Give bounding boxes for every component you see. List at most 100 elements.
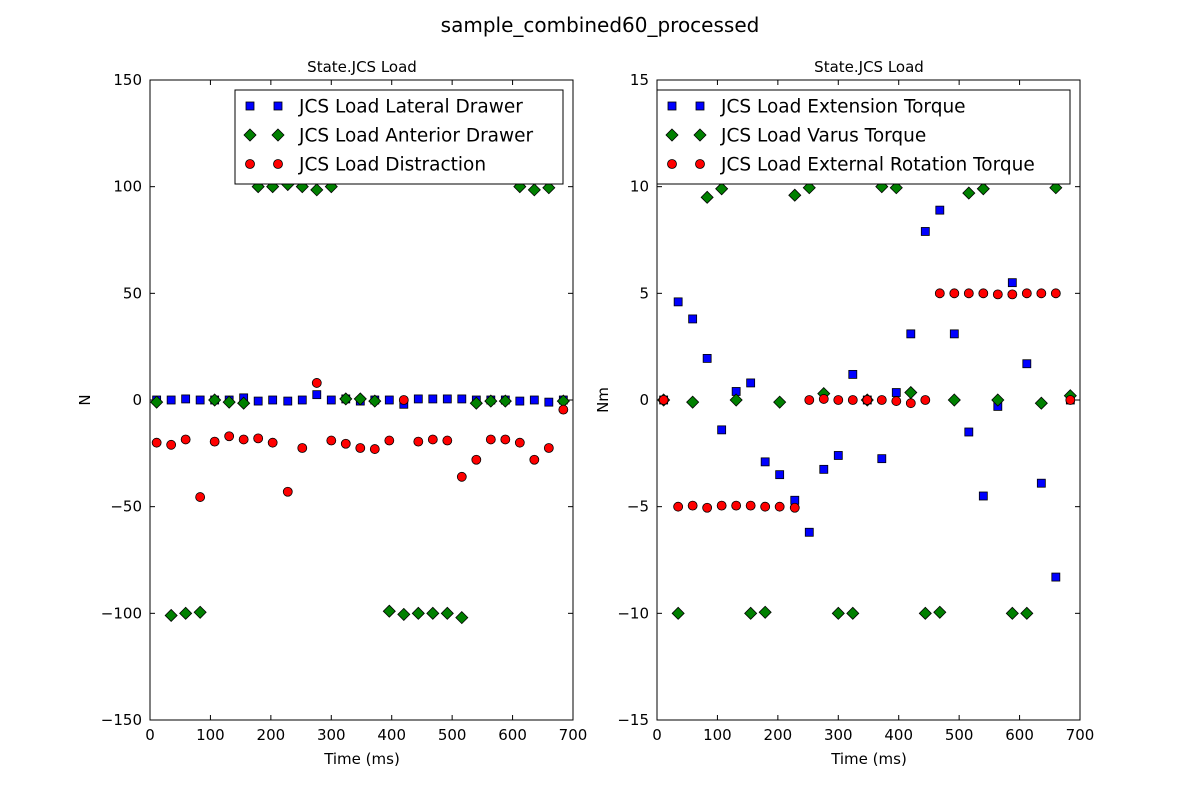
left-square-point [312, 390, 322, 400]
right-circle-point [1021, 288, 1032, 299]
right-diamond-point [947, 393, 961, 407]
left-circle-point [180, 434, 191, 445]
left-diamond-point [411, 606, 425, 620]
right-diamond-point [918, 606, 932, 620]
left-square-point [181, 394, 191, 404]
left-circle-point [224, 431, 235, 442]
right-plot-frame [656, 79, 1081, 721]
left-diamond-point [339, 392, 353, 406]
right-circle-point [1065, 395, 1076, 405]
left-diamond-point [397, 607, 411, 621]
left-square-point [442, 394, 452, 404]
left-diamond-point [310, 183, 324, 197]
left-y-tick-label: 50 [123, 284, 142, 302]
right-circle-point [949, 288, 960, 299]
left-circle-point [456, 471, 467, 482]
right-x-tick-label: 500 [945, 726, 974, 744]
right-plot: State.JCS Load Time (ms) Nm 0 100 200 300 40… [594, 58, 1094, 768]
left-x-axis-label: Time (ms) [323, 750, 400, 768]
left-diamond-point [440, 606, 454, 620]
left-circle-point [442, 435, 453, 446]
left-x-tick-label: 300 [317, 726, 346, 744]
right-square-point [935, 205, 945, 215]
left-circle-point [514, 437, 525, 448]
right-plot-title: State.JCS Load [814, 58, 924, 76]
right-x-axis-label: Time (ms) [830, 750, 907, 768]
right-y-axis-label: Nm [594, 387, 612, 413]
left-square-point [428, 394, 438, 404]
right-circle-point [891, 396, 902, 406]
right-square-point [702, 353, 712, 363]
right-y-tick-label: −5 [627, 498, 649, 516]
left-square-point [413, 394, 423, 404]
right-circle-point [1050, 288, 1061, 299]
right-circle-point [818, 394, 829, 404]
left-diamond-point [484, 394, 498, 408]
right-square-point [760, 457, 770, 467]
right-square-point [1022, 359, 1032, 369]
left-y-axis-label: N [76, 394, 94, 405]
left-y-tick-label: −50 [110, 498, 142, 516]
left-square-point [326, 395, 336, 405]
right-legend-marker [665, 128, 679, 142]
left-square-point [384, 395, 394, 405]
right-legend-label: JCS Load External Rotation Torque [720, 155, 1035, 176]
left-plot: State.JCS Load Time (ms) N 0 100 200 300 400… [76, 58, 587, 768]
left-y-tick-label: 150 [113, 71, 142, 89]
right-square-point [1051, 572, 1061, 582]
right-x-tick-label: 600 [1005, 726, 1034, 744]
right-diamond-point [831, 606, 845, 620]
left-diamond-point [382, 604, 396, 618]
left-circle-point [369, 444, 380, 454]
left-y-tick-label: −100 [101, 604, 142, 622]
left-square-point [195, 395, 205, 405]
right-legend-marker [667, 101, 677, 111]
right-circle-point [716, 500, 727, 511]
left-circle-point [340, 438, 351, 449]
left-y-tick-label: 0 [132, 391, 142, 409]
left-ticks: 0 100 200 300 400 500 600 700 −150 −100 −50 0 50 100 1… [101, 71, 588, 744]
right-square-point [775, 470, 785, 480]
right-diamond-point [1005, 606, 1019, 620]
left-plot-frame [149, 79, 574, 721]
left-circle-point [500, 434, 511, 445]
left-diamond-point [179, 606, 193, 620]
left-data-marks [150, 177, 570, 625]
right-square-point [1036, 478, 1046, 488]
right-x-tick-label: 400 [884, 726, 913, 744]
left-x-tick-label: 400 [377, 726, 406, 744]
left-circle-point [485, 434, 496, 445]
right-diamond-point [729, 393, 743, 407]
left-y-tick-label: 100 [113, 178, 142, 196]
left-square-point [297, 395, 307, 405]
right-square-point [833, 451, 843, 460]
right-diamond-point [846, 606, 860, 620]
left-legend-label: JCS Load Anterior Drawer [298, 126, 534, 147]
right-square-point [978, 491, 988, 501]
right-circle-point [1007, 289, 1018, 300]
left-legend-marker [245, 159, 255, 169]
right-diamond-point [1034, 396, 1048, 410]
left-legend-label: JCS Load Lateral Drawer [298, 97, 523, 118]
right-legend-marker [693, 128, 707, 142]
right-diamond-point [700, 190, 714, 204]
left-diamond-point [527, 183, 541, 197]
left-x-tick-label: 500 [438, 726, 467, 744]
right-diamond-point [744, 606, 758, 620]
right-diamond-point [976, 182, 990, 196]
left-series-2 [151, 378, 569, 502]
left-diamond-point [426, 606, 440, 620]
right-circle-point [687, 500, 698, 511]
left-legend-marker [273, 101, 283, 111]
left-square-point [529, 395, 539, 405]
right-y-tick-label: 0 [639, 391, 649, 409]
right-legend: JCS Load Extension Torque JCS Load Varus … [656, 89, 1071, 185]
left-diamond-point [498, 394, 512, 408]
right-square-point [688, 314, 698, 324]
left-circle-point [543, 443, 554, 453]
left-square-point [166, 395, 176, 405]
right-square-point [906, 329, 916, 339]
right-circle-point [702, 502, 713, 513]
left-diamond-point [150, 395, 164, 409]
